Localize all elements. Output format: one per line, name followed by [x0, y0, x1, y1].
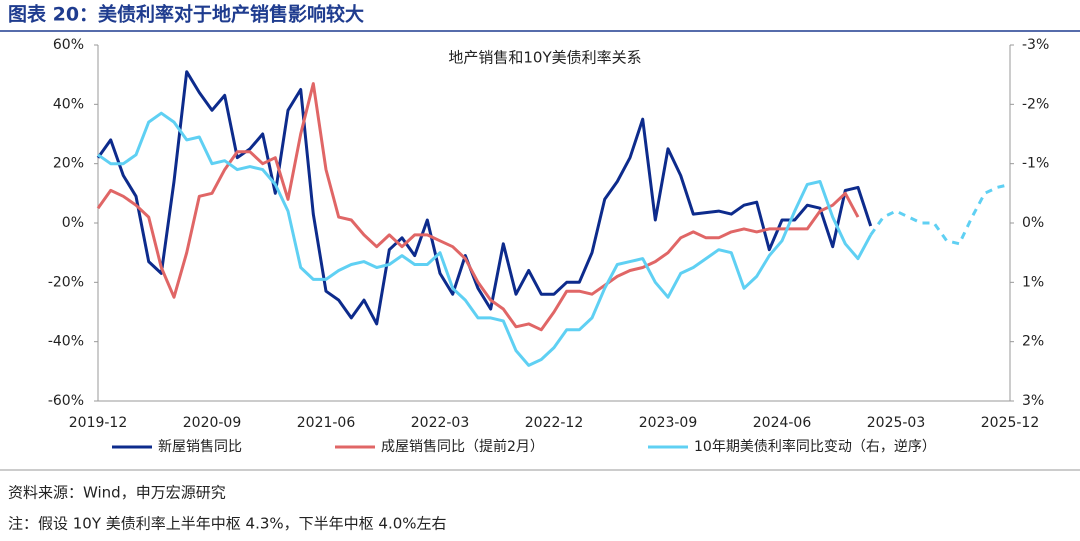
series-line [97, 111, 873, 367]
y-tick-label: 0% [62, 215, 84, 231]
y2-tick-label: -2% [1022, 96, 1049, 112]
x-tick-label: 2024-06 [753, 415, 812, 431]
y2-tick-label: -1% [1022, 156, 1049, 172]
series-line [96, 70, 873, 326]
y2-tick-label: 2% [1022, 334, 1044, 350]
y-tick-label: -60% [48, 393, 84, 409]
legend-label: 成屋销售同比（提前2月） [381, 438, 544, 455]
series-line [96, 82, 860, 332]
legend-label: 新屋销售同比 [158, 439, 242, 455]
y2-tick-label: -3% [1022, 37, 1049, 53]
x-tick-label: 2019-12 [69, 415, 128, 431]
note: 注：假设 10Y 美债利率上半年中枢 4.3%，下半年中枢 4.0%左右 [8, 515, 447, 533]
x-tick-label: 2025-03 [867, 415, 926, 431]
y2-tick-label: 1% [1022, 274, 1044, 290]
x-tick-label: 2022-12 [525, 415, 584, 431]
y-tick-label: -20% [48, 274, 84, 290]
y2-tick-label: 3% [1022, 393, 1044, 409]
y-tick-label: -40% [48, 334, 84, 350]
y-tick-label: 20% [53, 156, 84, 172]
y2-tick-label: 0% [1022, 215, 1044, 231]
figure-title: 图表 20：美债利率对于地产销售影响较大 [8, 3, 364, 26]
x-tick-label: 2025-12 [981, 415, 1040, 431]
x-tick-label: 2020-09 [183, 415, 242, 431]
y-tick-label: 60% [53, 37, 84, 53]
source: 资料来源：Wind，申万宏源研究 [8, 484, 226, 502]
x-tick-label: 2021-06 [297, 415, 356, 431]
legend-label: 10年期美债利率同比变动（右，逆序） [694, 438, 936, 455]
series-line-dashed [869, 182, 1011, 246]
y-tick-label: 40% [53, 96, 84, 112]
x-tick-label: 2023-09 [639, 415, 698, 431]
x-tick-label: 2022-03 [411, 415, 470, 431]
chart-title: 地产销售和10Y美债利率关系 [448, 49, 641, 67]
